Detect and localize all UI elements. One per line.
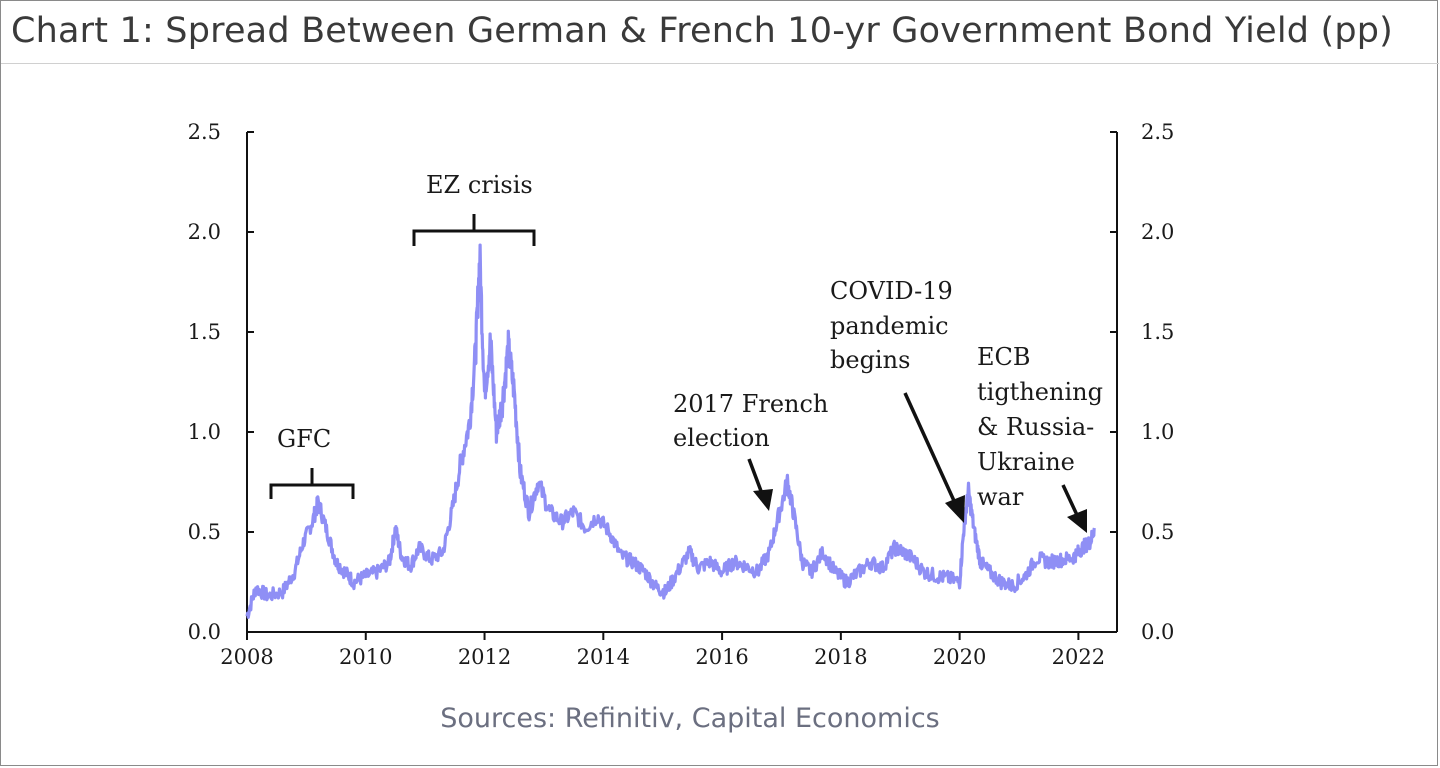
ecb-label-2: tigthening xyxy=(977,378,1103,406)
x-tick-label: 2016 xyxy=(695,645,748,669)
y-tick-label-right: 1.5 xyxy=(1141,320,1174,344)
ecb-label-1: ECB xyxy=(977,343,1031,371)
x-tick-label: 2018 xyxy=(814,645,867,669)
x-tick-label: 2008 xyxy=(220,645,273,669)
x-tick-label: 2010 xyxy=(339,645,392,669)
y-tick-label-left: 1.0 xyxy=(188,420,221,444)
spread-series-line xyxy=(245,243,1096,620)
x-tick-label: 2012 xyxy=(458,645,511,669)
ez-crisis-label: EZ crisis xyxy=(426,171,533,199)
covid-label-1: COVID-19 xyxy=(830,277,953,305)
x-tick-label: 2014 xyxy=(577,645,630,669)
y-tick-label-left: 2.5 xyxy=(188,120,221,144)
axes-group xyxy=(246,132,1118,633)
covid-label-2: pandemic xyxy=(830,312,949,340)
y-tick-label-left: 2.0 xyxy=(188,220,221,244)
gfc-bracket xyxy=(269,468,355,499)
ecb-label-4: Ukraine xyxy=(977,448,1075,476)
ecb-arrow xyxy=(1061,484,1087,533)
y-tick-label-left: 0.5 xyxy=(188,520,221,544)
gfc-label: GFC xyxy=(277,425,331,453)
y-tick-label-right: 2.0 xyxy=(1141,220,1174,244)
y-tick-label-right: 0.0 xyxy=(1141,620,1174,644)
x-tick-label: 2022 xyxy=(1052,645,1105,669)
ecb-label-3: & Russia- xyxy=(977,413,1094,441)
french-election-arrow xyxy=(747,458,773,511)
covid-label-3: begins xyxy=(830,346,910,374)
y-tick-label-right: 2.5 xyxy=(1141,120,1174,144)
french-election-label-2: election xyxy=(673,424,770,452)
ez-crisis-bracket xyxy=(412,214,536,246)
y-tick-label-right: 0.5 xyxy=(1141,520,1174,544)
x-tick-label: 2020 xyxy=(933,645,986,669)
chart-title: Chart 1: Spread Between German & French … xyxy=(11,11,1394,51)
french-election-label-1: 2017 French xyxy=(673,390,828,418)
y-tick-label-left: 1.5 xyxy=(188,320,221,344)
ticks-group: 0.0 0.5 1.0 1.5 2.0 2.5 0.0 0.5 1.0 1.5 2.0 2.5 2008… xyxy=(188,120,1175,669)
covid-arrow xyxy=(903,392,965,523)
ecb-label-5: war xyxy=(977,483,1024,511)
title-divider xyxy=(1,63,1439,64)
chart-sources: Sources: Refinitiv, Capital Economics xyxy=(440,703,940,734)
y-tick-label-right: 1.0 xyxy=(1141,420,1174,444)
y-tick-label-left: 0.0 xyxy=(188,620,221,644)
